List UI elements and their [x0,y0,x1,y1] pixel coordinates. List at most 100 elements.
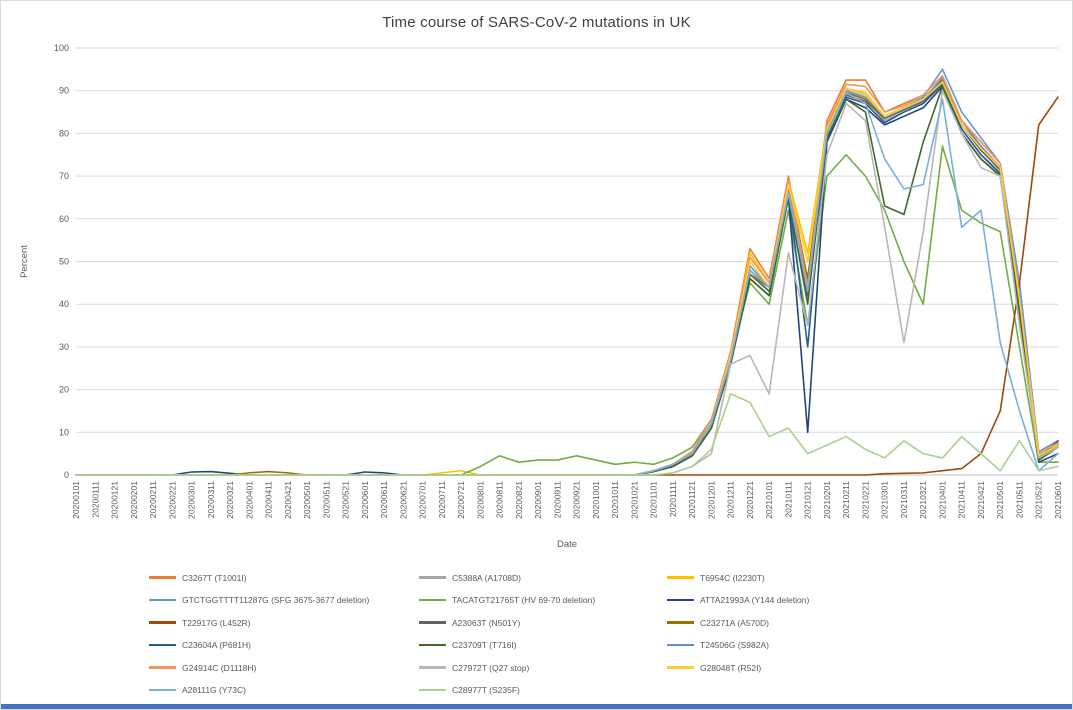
y-axis-title: Percent [19,245,30,278]
x-tick-label: 20210401 [937,481,947,519]
x-tick-label: 20200121 [110,481,120,519]
legend-label: T6954C (I2230T) [700,572,765,583]
legend-line-swatch [667,598,694,602]
legend-item-G28048T[interactable]: G28048T (R52I) [667,661,897,674]
x-tick-label: 20201001 [591,481,601,519]
legend-line-swatch [419,666,446,669]
legend-line-swatch [149,666,176,669]
y-tick-label: 30 [59,342,69,352]
legend-line-swatch [419,598,446,602]
x-tick-label: 20200721 [456,481,466,519]
x-tick-label: 20200101 [71,481,81,519]
legend-item-C23271A[interactable]: C23271A (A570D) [667,616,897,629]
series-line-C27972T[interactable] [75,89,1059,476]
series-line-G28048T[interactable] [75,81,1059,476]
x-tick-label: 20210321 [918,481,928,519]
x-tick-label: 20200921 [572,481,582,519]
x-tick-label: 20200211 [148,481,158,518]
chart-title: Time course of SARS-CoV-2 mutations in U… [382,14,691,31]
x-tick-label: 20200601 [360,481,370,519]
y-tick-label: 0 [64,470,69,480]
legend-label: ATTA21993A (Y144 deletion) [700,595,810,605]
x-tick-label: 20200821 [514,481,524,519]
x-axis-title: Date [557,539,577,550]
series-line-ATTA21993A[interactable] [75,85,1059,476]
x-tick-label: 20210111 [783,481,793,518]
legend-item-A23063T[interactable]: A23063T (N501Y) [419,616,667,629]
x-tick-label: 20201201 [706,481,716,519]
y-tick-label: 50 [59,257,69,267]
plot-area[interactable]: 0 10 20 30 40 50 60 70 80 90 100 Percent 20200101 202… [1,1,1073,561]
legend-item-C27972T[interactable]: C27972T (Q27 stop) [419,661,667,674]
legend-item-C3267T[interactable]: C3267T (T1001I) [149,571,419,584]
legend-line-swatch [667,621,694,624]
legend-item-A28111G[interactable]: A28111G (Y73C) [149,684,419,697]
legend-item-T24506G[interactable]: T24506G (S982A) [667,639,897,652]
x-tick-label: 20210601 [1053,481,1063,519]
legend-item-C23604A[interactable]: C23604A (P681H) [149,639,419,652]
legend-item-C28977T[interactable]: C28977T (S235F) [419,684,667,697]
x-tick-label: 20201211 [726,481,736,518]
legend-label: C23709T (T716I) [452,640,517,650]
legend-line-swatch [149,621,176,624]
series-line-GTCTGGTTTT11287G[interactable] [75,68,1059,476]
legend-label: GTCTGGTTTT11287G (SFG 3675-3677 deletion… [182,595,370,605]
legend-line-swatch [667,666,694,669]
series-line-A28111G[interactable] [75,92,1059,476]
x-tick-label: 20210221 [860,481,870,519]
x-tick-label: 20200201 [129,481,139,519]
series-line-C23709T[interactable] [75,85,1059,476]
y-tick-label: 60 [59,214,69,224]
x-tick-label: 20200801 [475,481,485,519]
x-tick-label: 20200621 [398,481,408,519]
x-tick-label: 20201221 [745,481,755,519]
x-tick-label: 20200411 [264,481,274,518]
x-tick-label: 20200711 [437,481,447,518]
series-line-C5388A[interactable] [75,81,1059,476]
legend-item-C23709T[interactable]: C23709T (T716I) [419,639,667,652]
legend-label: C27972T (Q27 stop) [452,662,530,673]
legend-label: TACATGT21765T (HV 69-70 deletion) [452,595,596,605]
legend-label: G24914C (D1118H) [182,662,257,673]
x-tick-label: 20200701 [418,481,428,519]
series-line-C23604A[interactable] [75,83,1059,476]
legend-line-swatch [149,688,176,692]
series-line-A23063T[interactable] [75,81,1059,476]
legend-item-TACATGT21765T[interactable]: TACATGT21765T (HV 69-70 deletion) [419,594,667,607]
x-tick-label: 20200501 [302,481,312,519]
legend-line-swatch [419,621,446,624]
legend-label: C3267T (T1001I) [182,572,247,583]
x-tick-label: 20200911 [552,481,562,518]
series-line-TACATGT21765T[interactable] [75,145,1059,476]
legend-label: C23271A (A570D) [700,617,769,628]
legend-item-T22917G[interactable]: T22917G (L452R) [149,616,419,629]
legend-item-C5388A[interactable]: C5388A (A1708D) [419,571,667,584]
legend-item-G24914C[interactable]: G24914C (D1118H) [149,661,419,674]
x-tick-label: 20200521 [341,481,351,519]
x-tick-label: 20201121 [687,481,697,518]
legend-line-swatch [149,643,176,647]
bottom-edge-bar [1,704,1072,709]
x-tick-label: 20210201 [822,481,832,519]
y-tick-label: 20 [59,385,69,395]
x-tick-label: 20201101 [649,481,659,518]
x-tick-label: 20200221 [167,481,177,519]
x-tick-label: 20201011 [610,481,620,518]
series-line-T22917G[interactable] [75,96,1059,476]
legend-label: A23063T (N501Y) [452,617,521,628]
legend-line-swatch [149,598,176,602]
legend-label: C28977T (S235F) [452,685,520,695]
chart-legend: C3267T (T1001I) C5388A (A1708D) T6954C (I2… [149,571,897,697]
legend-line-swatch [667,576,694,579]
x-tick-label: 20201021 [629,481,639,519]
x-tick-label: 20210311 [899,481,909,518]
x-tick-label: 20210101 [764,481,774,519]
x-tick-label: 20200311 [206,481,216,518]
legend-item-GTCTGGTTTT11287G[interactable]: GTCTGGTTTT11287G (SFG 3675-3677 deletion… [149,594,419,607]
legend-item-T6954C[interactable]: T6954C (I2230T) [667,571,897,584]
series-line-C28977T[interactable] [75,393,1059,476]
legend-label: T22917G (L452R) [182,617,251,628]
legend-item-ATTA21993A[interactable]: ATTA21993A (Y144 deletion) [667,594,897,607]
y-tick-label: 100 [54,43,69,53]
